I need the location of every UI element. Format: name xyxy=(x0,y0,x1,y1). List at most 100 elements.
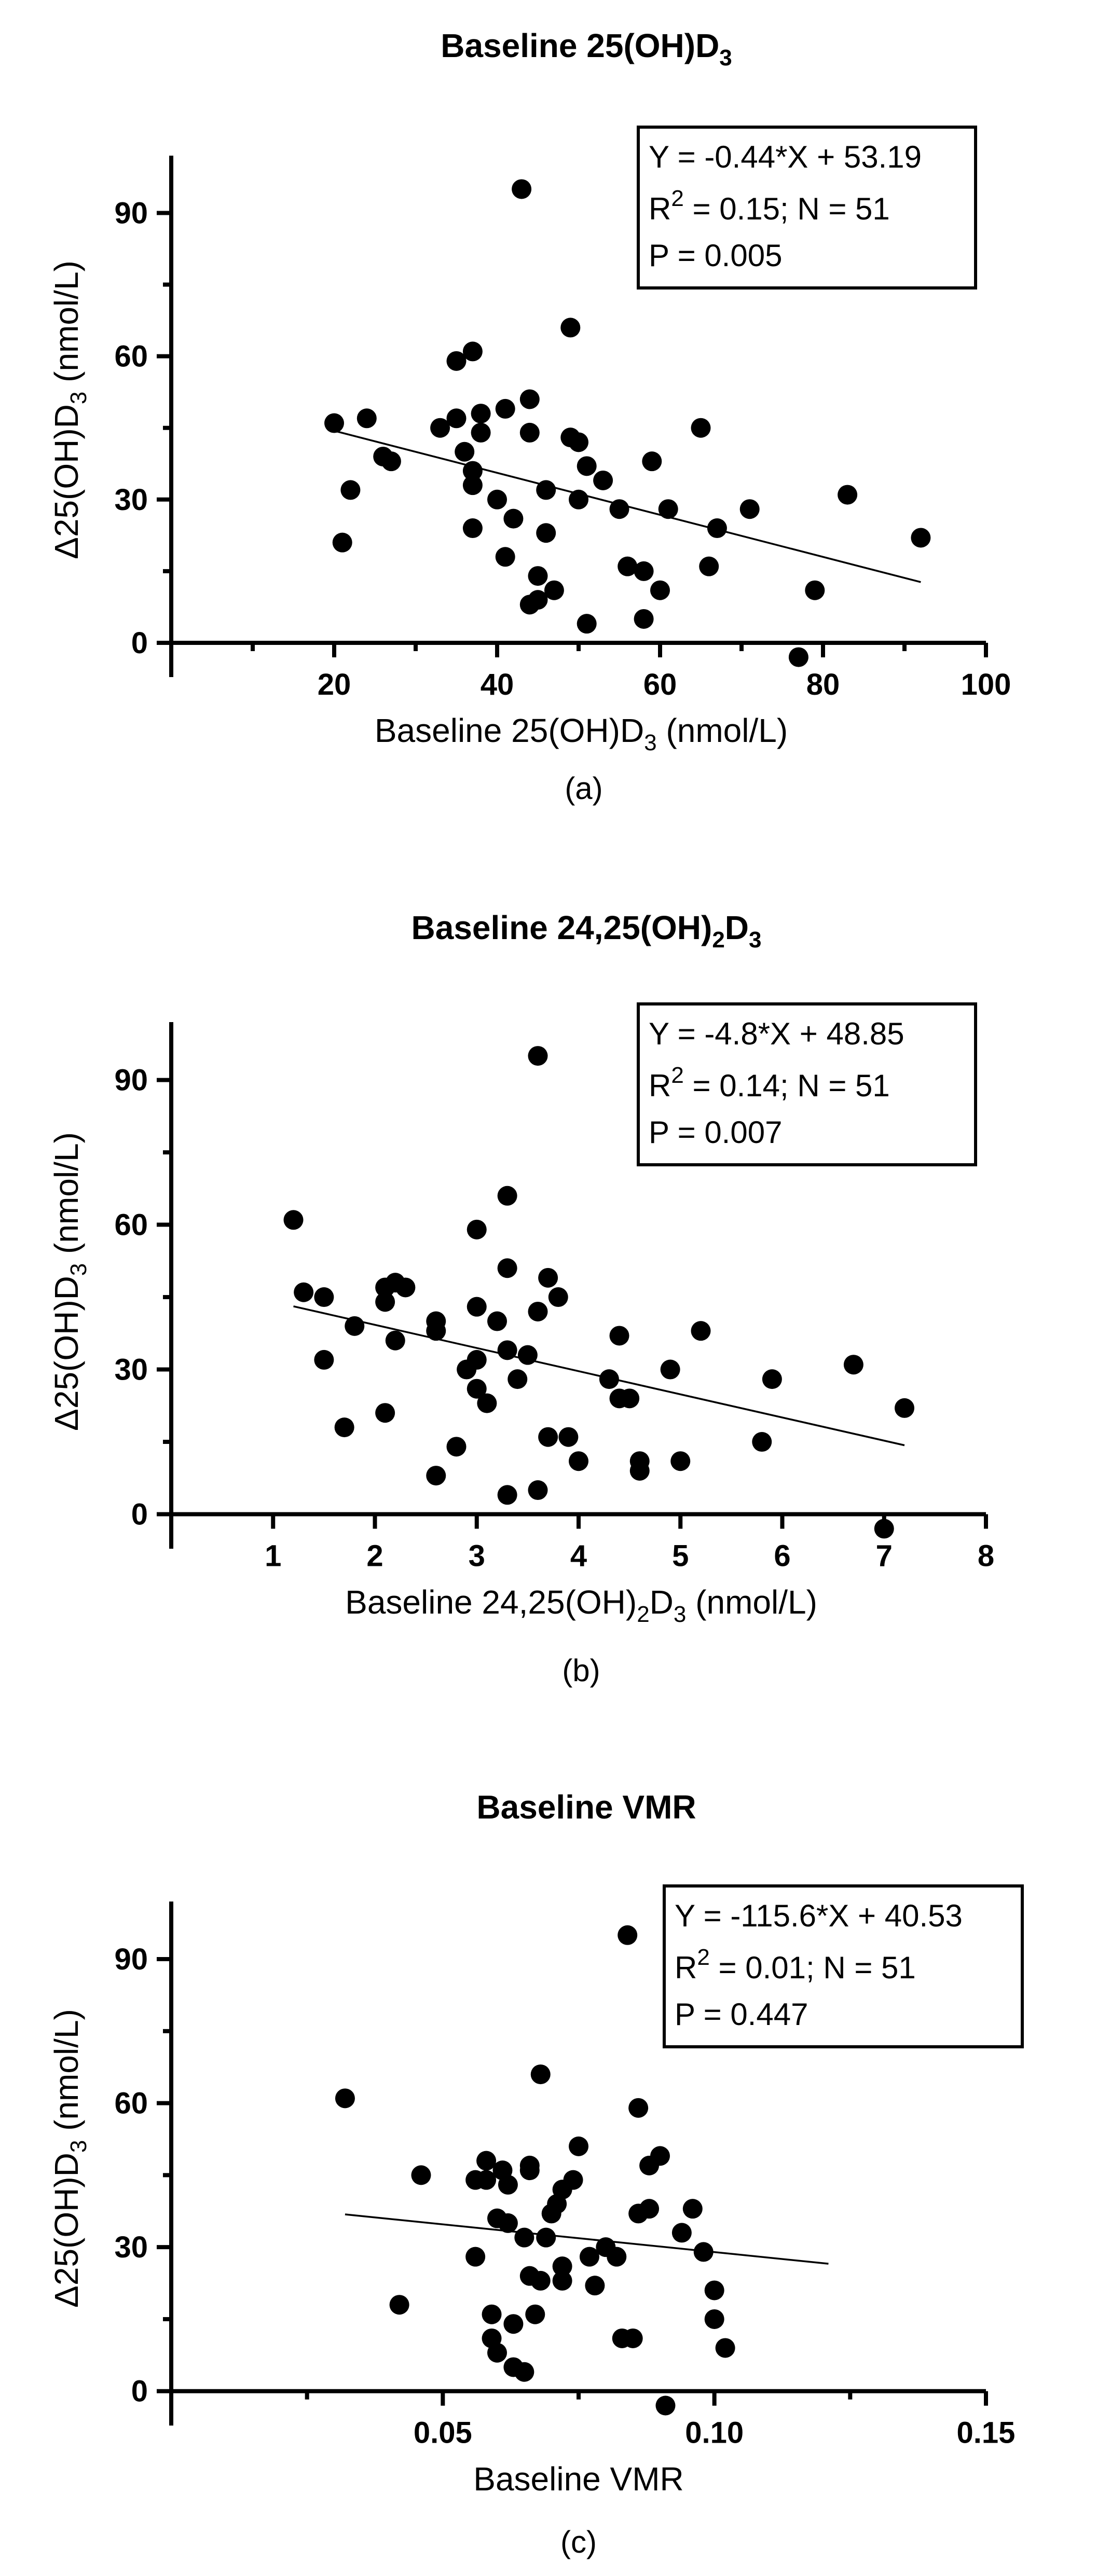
data-point xyxy=(530,2270,551,2291)
data-point xyxy=(446,408,467,429)
data-point xyxy=(874,1519,894,1539)
regression-equation: Y = -115.6*X + 40.53 xyxy=(675,1898,963,1933)
data-point xyxy=(487,2343,507,2363)
y-tick-label: 90 xyxy=(114,196,148,230)
data-point xyxy=(577,614,597,634)
data-point xyxy=(508,1369,528,1389)
y-axis-label: Δ25(OH)D3 (nmol/L) xyxy=(48,1132,91,1431)
data-point xyxy=(628,2098,649,2118)
x-tick-label: 6 xyxy=(774,1539,790,1573)
data-point xyxy=(707,518,727,539)
data-point xyxy=(294,1282,314,1302)
data-point xyxy=(528,1301,548,1321)
data-point xyxy=(497,1485,517,1505)
data-point xyxy=(548,1287,568,1307)
chart-panel-2: Baseline 24,25(OH)2D3 0 30 60 90 1 2 3 4 5 6 7 8 Y = … xyxy=(48,909,994,1688)
data-point xyxy=(639,2199,660,2219)
data-point xyxy=(381,451,401,472)
data-point xyxy=(569,2136,588,2156)
x-tick-label: 5 xyxy=(672,1539,689,1573)
p-value: P = 0.005 xyxy=(649,238,782,273)
data-point xyxy=(691,418,711,438)
data-point xyxy=(593,470,613,490)
data-point xyxy=(563,2170,583,2190)
data-point xyxy=(411,2165,431,2185)
x-tick-label: 4 xyxy=(570,1539,587,1573)
data-point xyxy=(691,1321,711,1341)
x-tick-label: 1 xyxy=(265,1539,281,1573)
regression-line xyxy=(345,2213,829,2265)
y-tick-label: 0 xyxy=(131,1498,148,1532)
x-tick-label: 0.15 xyxy=(957,2416,1016,2450)
y-tick-label: 60 xyxy=(114,340,148,374)
x-tick-label: 0.05 xyxy=(414,2416,472,2450)
data-point xyxy=(426,1466,446,1486)
data-point xyxy=(340,480,361,500)
data-point xyxy=(482,2304,502,2324)
regression-stats-box xyxy=(637,1002,977,1166)
data-point xyxy=(577,456,597,476)
data-point xyxy=(395,1277,416,1298)
chart-panel-1: Baseline 25(OH)D3 0 30 60 90 20 40 60 80 100 Y = -… xyxy=(48,27,1011,806)
data-point xyxy=(609,499,629,519)
data-point xyxy=(682,2199,703,2219)
axes xyxy=(157,1022,988,1549)
data-point xyxy=(446,1437,467,1457)
y-tick-label: 0 xyxy=(131,626,148,660)
data-point xyxy=(334,1417,354,1438)
x-tick-label: 100 xyxy=(961,668,1011,701)
data-point xyxy=(487,489,507,509)
data-point xyxy=(324,413,344,433)
data-point xyxy=(519,389,540,409)
data-point xyxy=(446,351,467,371)
data-point xyxy=(314,1287,334,1307)
x-tick-label: 20 xyxy=(318,668,351,701)
data-point xyxy=(314,1349,334,1370)
data-point xyxy=(607,2247,627,2267)
x-tick-label: 7 xyxy=(876,1539,893,1573)
data-point xyxy=(476,2151,497,2171)
r-squared-n: R2 = 0.14; N = 51 xyxy=(649,1063,890,1103)
y-tick-label: 90 xyxy=(114,1943,148,1976)
data-point xyxy=(503,508,524,529)
y-tick-label: 30 xyxy=(114,1353,148,1387)
data-point xyxy=(704,2280,724,2301)
data-point xyxy=(552,2270,572,2291)
p-value: P = 0.447 xyxy=(675,1997,808,2032)
data-point xyxy=(536,480,556,500)
data-point xyxy=(467,1379,487,1399)
y-tick-label: 60 xyxy=(114,1208,148,1242)
data-points xyxy=(283,1046,914,1539)
data-point xyxy=(569,489,588,509)
x-axis-label: Baseline 25(OH)D3 (nmol/L) xyxy=(375,712,788,755)
r-squared-n: R2 = 0.01; N = 51 xyxy=(675,1945,916,1985)
p-value: P = 0.007 xyxy=(649,1115,782,1150)
data-point xyxy=(569,1451,588,1471)
data-point xyxy=(430,418,450,438)
data-point xyxy=(528,590,548,610)
data-point xyxy=(465,2247,486,2267)
data-point xyxy=(462,461,483,481)
data-point xyxy=(671,2223,692,2243)
x-tick-label: 40 xyxy=(481,668,514,701)
panel-label: (c) xyxy=(560,2525,597,2559)
data-point xyxy=(514,2362,534,2382)
data-point xyxy=(497,1186,517,1206)
data-point xyxy=(455,442,475,462)
data-point xyxy=(503,2314,524,2334)
x-tick-label: 8 xyxy=(978,1539,994,1573)
data-point xyxy=(528,1046,548,1066)
data-point xyxy=(752,1432,772,1452)
data-point xyxy=(375,1292,395,1312)
data-point xyxy=(538,1427,558,1447)
axes xyxy=(157,156,988,677)
regression-stats-box xyxy=(663,1884,1024,2048)
data-point xyxy=(467,1219,487,1239)
data-point xyxy=(544,580,564,600)
data-point xyxy=(528,566,548,586)
data-point xyxy=(560,318,581,338)
data-point xyxy=(389,2295,409,2315)
data-point xyxy=(788,647,808,667)
data-point xyxy=(715,2338,735,2358)
